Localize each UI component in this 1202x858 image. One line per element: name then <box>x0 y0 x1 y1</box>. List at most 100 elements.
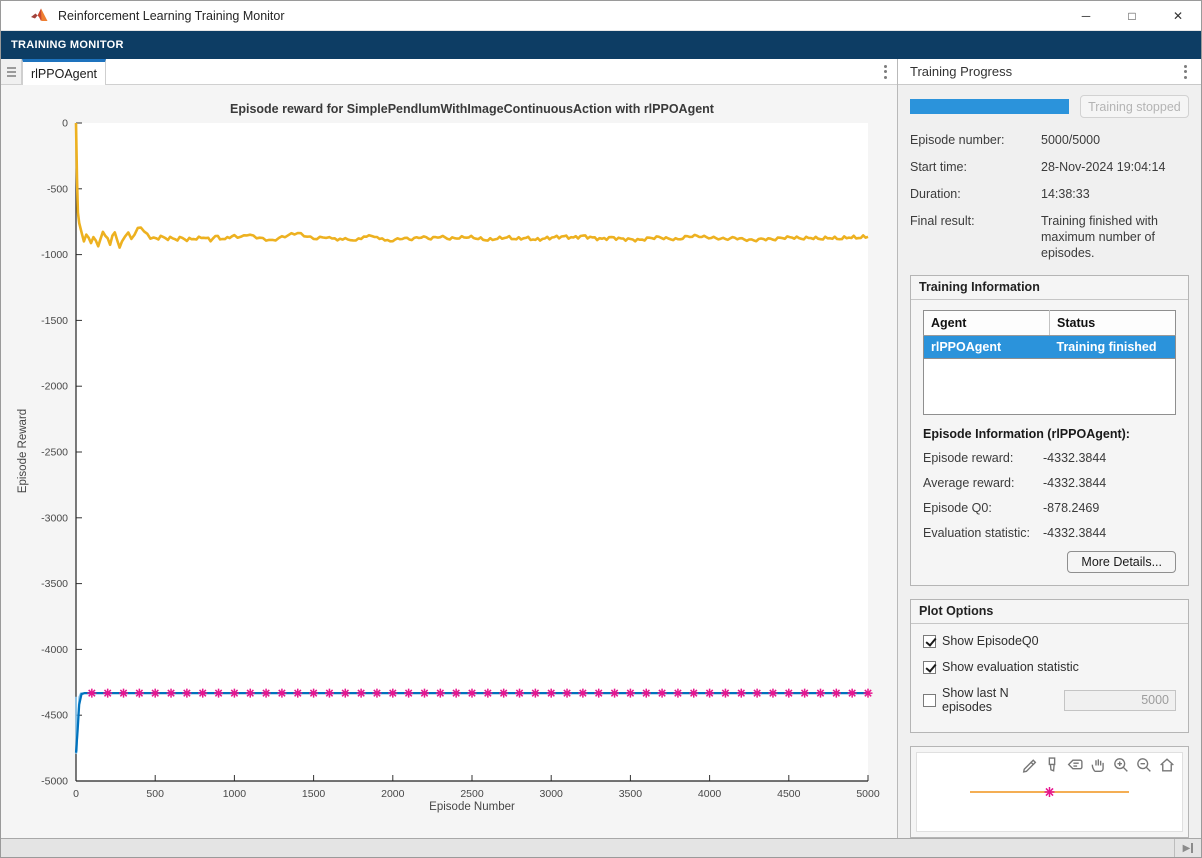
start-time-label: Start time: <box>910 159 1041 175</box>
agent-column-header: Agent <box>924 311 1050 336</box>
start-time-row: Start time: 28-Nov-2024 19:04:14 <box>910 159 1189 175</box>
svg-text:1000: 1000 <box>223 788 247 800</box>
document-tabstrip: rlPPOAgent <box>1 59 897 85</box>
table-empty-area <box>923 359 1176 415</box>
status-cell: Training finished <box>1050 336 1176 359</box>
document-menu-icon[interactable] <box>873 59 897 84</box>
final-result-label: Final result: <box>910 213 1041 261</box>
episode-reward-label: Episode reward: <box>923 451 1043 465</box>
tab-rlppoagent[interactable]: rlPPOAgent <box>22 59 106 85</box>
show-episodeq0-checkbox[interactable] <box>923 635 936 648</box>
minimize-button[interactable]: ─ <box>1063 1 1109 30</box>
training-figure: Episode reward for SimplePendlumWithImag… <box>1 85 897 838</box>
svg-text:-5000: -5000 <box>41 776 68 788</box>
toolstrip: TRAINING MONITOR <box>1 31 1201 59</box>
svg-text:1500: 1500 <box>302 788 326 800</box>
final-result-value: Training finished with maximum number of… <box>1041 213 1189 261</box>
table-row-rlppoagent[interactable]: rlPPOAgent Training finished <box>924 336 1176 359</box>
show-episodeq0-label: Show EpisodeQ0 <box>942 634 1039 648</box>
skip-to-end-icon[interactable]: ▶ <box>1175 843 1201 854</box>
training-progress-panel: Training Progress Training stopped Episo… <box>898 59 1201 838</box>
overview-plot[interactable] <box>916 752 1183 832</box>
episode-reward-value: -4332.3844 <box>1043 451 1106 465</box>
training-information-group: Training Information Agent Status rlPPOA… <box>910 275 1189 586</box>
axes-toolbar <box>1020 756 1176 774</box>
svg-text:4000: 4000 <box>698 788 722 800</box>
maximize-button[interactable]: □ <box>1109 1 1155 30</box>
svg-text:3500: 3500 <box>619 788 643 800</box>
svg-text:-2500: -2500 <box>41 447 68 459</box>
tab-grip-icon[interactable] <box>1 59 22 84</box>
svg-text:-3000: -3000 <box>41 512 68 524</box>
status-column-header: Status <box>1050 311 1176 336</box>
window-controls: ─ □ ✕ <box>1063 1 1201 30</box>
pan-icon[interactable] <box>1089 756 1107 774</box>
titlebar: Reinforcement Learning Training Monitor … <box>1 1 1201 31</box>
evaluation-statistic-row: Evaluation statistic: -4332.3844 <box>923 526 1176 540</box>
svg-text:-500: -500 <box>47 183 68 195</box>
svg-text:-1500: -1500 <box>41 315 68 327</box>
show-last-n-episodes-label: Show last N episodes <box>942 686 1056 714</box>
svg-text:5000: 5000 <box>856 788 880 800</box>
average-reward-label: Average reward: <box>923 476 1043 490</box>
training-information-title: Training Information <box>911 276 1188 300</box>
document-panel: rlPPOAgent Episode reward for SimplePend… <box>1 59 898 838</box>
episode-q0-row: Episode Q0: -878.2469 <box>923 501 1176 515</box>
window-title: Reinforcement Learning Training Monitor <box>58 9 285 23</box>
datatip-icon[interactable] <box>1066 756 1084 774</box>
svg-text:-1000: -1000 <box>41 249 68 261</box>
show-evaluation-statistic-row: Show evaluation statistic <box>923 660 1176 674</box>
app-window: Reinforcement Learning Training Monitor … <box>0 0 1202 858</box>
matlab-logo-icon <box>31 8 48 23</box>
show-episodeq0-row: Show EpisodeQ0 <box>923 634 1176 648</box>
panel-title: Training Progress <box>910 64 1012 79</box>
episode-reward-chart[interactable]: 0500100015002000250030003500400045005000… <box>1 85 898 830</box>
progress-bar <box>910 99 1069 114</box>
zoom-out-icon[interactable] <box>1135 756 1153 774</box>
svg-text:0: 0 <box>62 118 68 130</box>
plot-options-group: Plot Options Show EpisodeQ0 Show evaluat… <box>910 599 1189 733</box>
brush-icon[interactable] <box>1043 756 1061 774</box>
panel-body: Training stopped Episode number: 5000/50… <box>898 85 1201 275</box>
n-episodes-input <box>1064 690 1176 711</box>
agent-cell: rlPPOAgent <box>924 336 1050 359</box>
duration-label: Duration: <box>910 186 1041 202</box>
show-last-n-episodes-row: Show last N episodes <box>923 686 1176 714</box>
show-evaluation-statistic-label: Show evaluation statistic <box>942 660 1079 674</box>
svg-text:2000: 2000 <box>381 788 405 800</box>
evaluation-statistic-value: -4332.3844 <box>1043 526 1106 540</box>
svg-text:4500: 4500 <box>777 788 801 800</box>
status-bar: ▶ <box>1 838 1201 857</box>
svg-text:0: 0 <box>73 788 79 800</box>
duration-value: 14:38:33 <box>1041 186 1189 202</box>
show-evaluation-statistic-checkbox[interactable] <box>923 661 936 674</box>
svg-text:-2000: -2000 <box>41 381 68 393</box>
export-icon[interactable] <box>1020 756 1038 774</box>
duration-row: Duration: 14:38:33 <box>910 186 1189 202</box>
plot-options-title: Plot Options <box>911 600 1188 624</box>
zoom-in-icon[interactable] <box>1112 756 1130 774</box>
status-bar-left <box>1 839 1175 857</box>
episode-number-row: Episode number: 5000/5000 <box>910 132 1189 148</box>
svg-text:-4000: -4000 <box>41 644 68 656</box>
home-icon[interactable] <box>1158 756 1176 774</box>
episode-q0-label: Episode Q0: <box>923 501 1043 515</box>
tabstrip-filler <box>106 59 873 84</box>
episode-number-value: 5000/5000 <box>1041 132 1189 148</box>
progress-bar-fill <box>910 99 1069 114</box>
panel-menu-icon[interactable] <box>1173 65 1197 79</box>
final-result-row: Final result: Training finished with max… <box>910 213 1189 261</box>
main-area: rlPPOAgent Episode reward for SimplePend… <box>1 59 1201 838</box>
more-details-button[interactable]: More Details... <box>1067 551 1176 573</box>
start-time-value: 28-Nov-2024 19:04:14 <box>1041 159 1189 175</box>
show-last-n-episodes-checkbox[interactable] <box>923 694 936 707</box>
toolstrip-tab-training-monitor[interactable]: TRAINING MONITOR <box>11 39 124 51</box>
tab-label: rlPPOAgent <box>31 67 97 81</box>
episode-information-title: Episode Information (rlPPOAgent): <box>923 427 1176 441</box>
average-reward-value: -4332.3844 <box>1043 476 1106 490</box>
evaluation-statistic-label: Evaluation statistic: <box>923 526 1043 540</box>
panel-header: Training Progress <box>898 59 1201 85</box>
training-stopped-button: Training stopped <box>1080 95 1189 118</box>
close-button[interactable]: ✕ <box>1155 1 1201 30</box>
svg-text:-3500: -3500 <box>41 578 68 590</box>
